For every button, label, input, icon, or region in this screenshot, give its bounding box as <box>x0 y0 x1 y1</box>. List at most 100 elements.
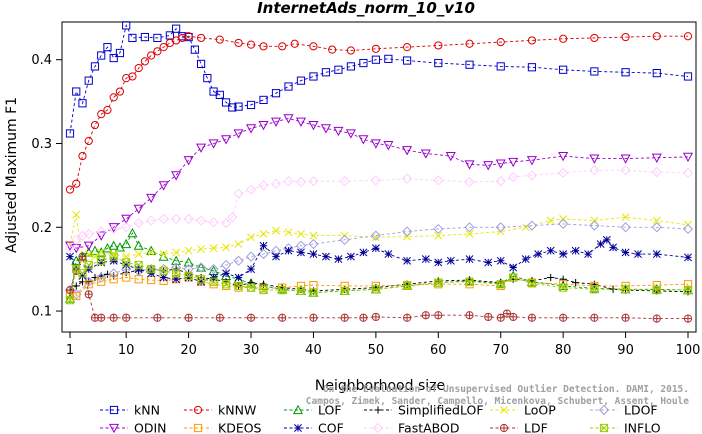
fastabod-point <box>195 215 207 226</box>
knn-point <box>402 56 412 65</box>
loop-point <box>209 244 218 253</box>
simplifiedlof-point <box>122 268 130 277</box>
cof-point <box>371 244 380 253</box>
knnw-line <box>69 35 688 190</box>
legend-marker <box>193 405 203 415</box>
ldof-point <box>96 272 107 283</box>
ldof-point <box>526 220 538 231</box>
ldof-point <box>171 262 182 273</box>
legend-marker <box>499 423 509 433</box>
x-tick-label: 80 <box>555 343 572 358</box>
lof-point <box>102 242 113 253</box>
knnw-point <box>196 33 206 43</box>
cof-point <box>122 261 131 269</box>
knnw-point <box>103 105 112 115</box>
inflo-point <box>246 283 256 292</box>
lof-point <box>108 240 119 250</box>
cof-point <box>484 258 493 267</box>
cof-point <box>359 248 368 257</box>
odin-point <box>495 159 506 169</box>
fastabod-point <box>526 170 538 181</box>
knnw-point <box>115 87 125 96</box>
simplifiedlof-point <box>247 278 255 287</box>
loop-point <box>109 250 118 259</box>
legend-item-odin: ODIN <box>100 421 167 434</box>
knnw-point <box>215 35 224 44</box>
odin-point <box>651 153 662 163</box>
knnw-point <box>346 46 356 55</box>
fastabod-point <box>96 226 107 237</box>
inflo-point <box>172 269 181 278</box>
x-tick-label: 20 <box>180 343 197 358</box>
x-tick-label: 90 <box>617 343 634 358</box>
odin-point <box>158 181 169 191</box>
knnw-point <box>84 136 93 146</box>
knn-point <box>683 72 693 81</box>
odin-point <box>146 193 157 204</box>
knnw-point <box>122 74 131 83</box>
knn-point <box>652 69 661 78</box>
fastabod-point <box>233 188 244 199</box>
loop-point <box>147 248 156 257</box>
cof-point <box>684 253 692 262</box>
cof-point <box>97 258 106 267</box>
odin-point <box>383 141 394 151</box>
fastabod-point <box>83 228 94 240</box>
kdeos-point <box>72 291 81 301</box>
y-tick-label: 0.2 <box>31 221 52 236</box>
y-tick-label: 0.1 <box>31 305 52 320</box>
knn-point <box>321 68 331 77</box>
lof-point <box>127 227 138 238</box>
fastabod-point <box>108 223 119 235</box>
legend-item-simplifiedlof: SimplifiedLOF <box>364 403 484 418</box>
series-fastabod <box>64 165 694 254</box>
ldof-point <box>401 226 413 237</box>
ldf-point <box>84 290 93 299</box>
loop-point <box>172 248 181 257</box>
ldf-point <box>421 311 430 320</box>
odin-point <box>682 152 694 163</box>
knnw-point <box>140 57 150 66</box>
inflo-point <box>371 285 380 294</box>
kdeos-point <box>340 281 349 291</box>
odin-point <box>358 135 369 145</box>
inflo-point <box>122 258 131 267</box>
lof-line <box>69 232 689 299</box>
knnw-point <box>234 38 243 48</box>
ldof-point <box>339 234 350 245</box>
knnw-point <box>559 34 568 43</box>
inflo-point <box>559 283 568 292</box>
inflo-line <box>69 256 688 301</box>
watermark-line-2: Campos, Zimek, Sander, Campello, Micenko… <box>306 396 689 407</box>
odin-point <box>133 204 144 215</box>
legend-item-knn: kNN <box>100 403 160 418</box>
loop-point <box>621 213 630 222</box>
ldof-point <box>682 223 694 235</box>
legend-label: LOF <box>318 403 342 418</box>
knn-point <box>115 48 125 58</box>
inflo-point <box>234 281 243 291</box>
knn-point <box>84 76 93 85</box>
loop-point <box>159 250 168 259</box>
odin-point <box>258 120 269 131</box>
knn-point <box>559 65 568 74</box>
lof-point <box>89 245 101 255</box>
legend-marker <box>599 423 609 433</box>
cof-point <box>652 250 661 259</box>
ldof-point <box>108 268 119 279</box>
fastabod-point <box>682 167 694 178</box>
legend-label: COF <box>318 421 344 434</box>
ldof-point <box>308 238 319 250</box>
fastabod-point <box>77 230 88 241</box>
cof-point <box>284 246 293 255</box>
legend-item-cof: COF <box>284 421 344 434</box>
ldf-point <box>496 313 505 322</box>
knn-point <box>590 67 599 76</box>
loop-point <box>297 230 305 238</box>
chart-title: InternetAds_norm_10_v10 <box>257 0 475 17</box>
ldf-point <box>78 252 87 261</box>
ldf-point <box>683 314 693 323</box>
fastabod-point <box>64 243 76 254</box>
legend-label: ODIN <box>134 421 167 434</box>
knnw-point <box>496 38 505 47</box>
